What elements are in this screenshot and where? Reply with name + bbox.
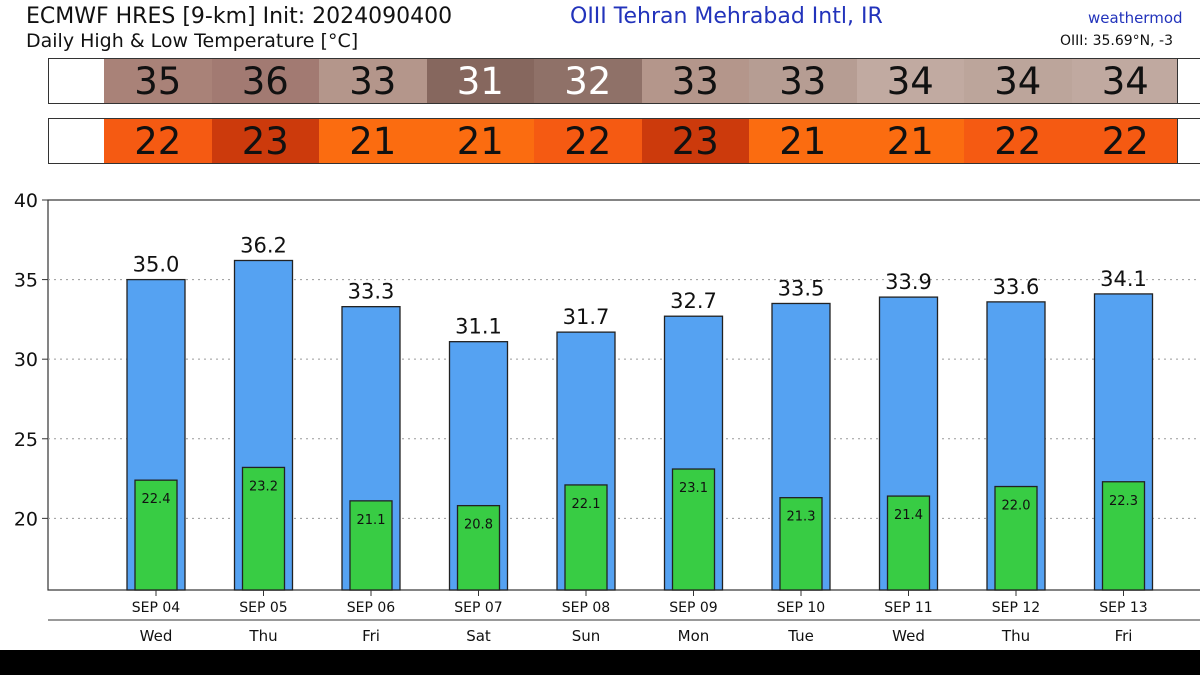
weekday-label: Sun bbox=[572, 627, 601, 645]
high-temp-label: 33.3 bbox=[348, 280, 395, 304]
low-temp-label: 21.1 bbox=[357, 513, 386, 528]
high-temp-label: 34.1 bbox=[1100, 267, 1147, 291]
x-tick-label: SEP 13 bbox=[1099, 600, 1147, 616]
high-temp-cell: 33 bbox=[641, 59, 749, 103]
daily-low-strip: 22 23 21 21 22 23 21 21 22 22 bbox=[48, 118, 1200, 164]
weekday-label: Sat bbox=[466, 627, 491, 645]
x-tick-label: SEP 09 bbox=[669, 600, 717, 616]
high-temp-label: 35.0 bbox=[133, 253, 180, 277]
low-temp-cell: 21 bbox=[856, 119, 964, 163]
low-temp-bar bbox=[886, 495, 931, 591]
brand-link[interactable]: weathermod bbox=[1088, 9, 1183, 27]
low-temp-label: 22.1 bbox=[572, 497, 601, 512]
weekday-label: Thu bbox=[248, 627, 277, 645]
station-coords: OIII: 35.69°N, -3 bbox=[1060, 33, 1173, 49]
low-temp-cell: 23 bbox=[641, 119, 749, 163]
x-tick-label: SEP 10 bbox=[777, 600, 825, 616]
high-temp-label: 36.2 bbox=[240, 233, 287, 257]
low-temp-cell: 21 bbox=[426, 119, 534, 163]
weekday-label: Tue bbox=[787, 627, 814, 645]
low-temp-cell: 22 bbox=[534, 119, 642, 163]
weekday-label: Thu bbox=[1001, 627, 1030, 645]
x-tick-label: SEP 11 bbox=[884, 600, 932, 616]
low-temp-label: 23.1 bbox=[679, 481, 708, 496]
low-temp-label: 20.8 bbox=[464, 518, 493, 533]
low-temp-label: 21.4 bbox=[894, 508, 923, 523]
high-temp-cell: 34 bbox=[1071, 59, 1179, 103]
temperature-bar-chart: 20 25 30 35 40 35.0 22.4 SEP 04 Wed 36.2 23.2 SEP 0… bbox=[14, 190, 1200, 645]
low-temp-label: 22.4 bbox=[142, 492, 171, 507]
low-temp-label: 21.3 bbox=[787, 510, 816, 525]
high-temp-cell: 36 bbox=[211, 59, 319, 103]
low-temp-cell: 21 bbox=[749, 119, 857, 163]
low-temp-cell: 22 bbox=[104, 119, 212, 163]
high-temp-label: 31.7 bbox=[563, 305, 610, 329]
high-temp-cell: 35 bbox=[104, 59, 212, 103]
low-temp-label: 22.3 bbox=[1109, 494, 1138, 509]
y-tick-label: 25 bbox=[14, 429, 38, 451]
y-tick-label: 20 bbox=[14, 508, 38, 530]
high-temp-cell: 32 bbox=[534, 59, 642, 103]
x-tick-label: SEP 07 bbox=[454, 600, 502, 616]
low-temp-bar bbox=[671, 468, 716, 591]
weekday-label: Mon bbox=[678, 627, 710, 645]
high-temp-label: 32.7 bbox=[670, 289, 717, 313]
high-temp-cell: 34 bbox=[856, 59, 964, 103]
high-temp-cell: 34 bbox=[964, 59, 1072, 103]
high-temp-cell: 31 bbox=[426, 59, 534, 103]
x-tick-label: SEP 08 bbox=[562, 600, 610, 616]
strip-end-cap bbox=[1177, 59, 1200, 103]
low-temp-cell: 22 bbox=[1071, 119, 1179, 163]
high-temp-label: 33.5 bbox=[778, 276, 825, 300]
low-temp-cell: 22 bbox=[964, 119, 1072, 163]
low-temp-cell: 23 bbox=[211, 119, 319, 163]
low-temp-bar bbox=[241, 466, 286, 591]
low-temp-label: 22.0 bbox=[1002, 499, 1031, 514]
chart-subtitle: Daily High & Low Temperature [°C] bbox=[26, 30, 359, 52]
daily-high-strip: 35 36 33 31 32 33 33 34 34 34 bbox=[48, 58, 1200, 104]
high-temp-label: 31.1 bbox=[455, 315, 502, 339]
strip-end-cap bbox=[1177, 119, 1200, 163]
low-temp-label: 23.2 bbox=[249, 479, 278, 494]
x-tick-label: SEP 04 bbox=[132, 600, 181, 616]
low-temp-bar bbox=[779, 497, 823, 591]
high-temp-cell: 33 bbox=[749, 59, 857, 103]
x-tick-label: SEP 05 bbox=[239, 600, 287, 616]
weekday-label: Wed bbox=[892, 627, 925, 645]
high-temp-label: 33.6 bbox=[993, 275, 1040, 299]
weekday-label: Fri bbox=[1115, 627, 1133, 645]
low-temp-bar bbox=[994, 485, 1038, 591]
y-tick-label: 35 bbox=[14, 270, 38, 292]
weekday-label: Wed bbox=[140, 627, 173, 645]
weekday-label: Fri bbox=[362, 627, 380, 645]
bottom-frame-bar bbox=[0, 650, 1200, 675]
x-tick-label: SEP 06 bbox=[347, 600, 396, 616]
high-temp-label: 33.9 bbox=[885, 270, 932, 294]
chart-title: ECMWF HRES [9-km] Init: 2024090400 bbox=[26, 4, 453, 29]
y-tick-label: 30 bbox=[14, 349, 38, 371]
low-temp-cell: 21 bbox=[319, 119, 427, 163]
x-tick-label: SEP 12 bbox=[992, 600, 1040, 616]
high-temp-cell: 33 bbox=[319, 59, 427, 103]
station-name: OIII Tehran Mehrabad Intl, IR bbox=[570, 4, 883, 29]
y-tick-label: 40 bbox=[14, 190, 38, 212]
